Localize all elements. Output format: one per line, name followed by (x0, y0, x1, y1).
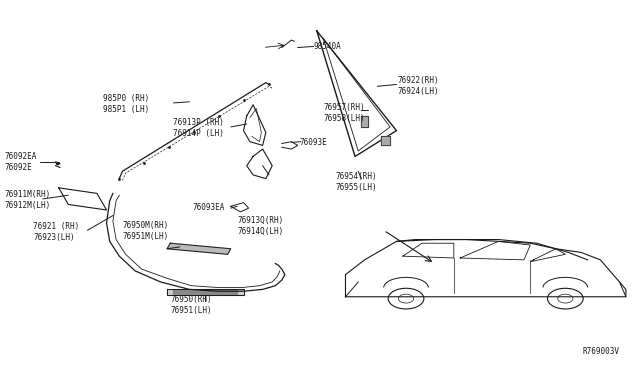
Text: 76913Q(RH)
76914Q(LH): 76913Q(RH) 76914Q(LH) (237, 216, 284, 236)
Text: 76950M(RH)
76951M(LH): 76950M(RH) 76951M(LH) (122, 221, 169, 241)
Text: 76922(RH)
76924(LH): 76922(RH) 76924(LH) (397, 76, 440, 96)
Polygon shape (167, 243, 231, 254)
Text: R769003V: R769003V (582, 347, 620, 356)
Polygon shape (173, 291, 237, 294)
Text: 76950(RH)
76951(LH): 76950(RH) 76951(LH) (170, 295, 212, 315)
Text: 76093E: 76093E (300, 138, 327, 147)
Text: 76093EA: 76093EA (193, 203, 225, 212)
Polygon shape (167, 289, 244, 295)
Text: 985P0 (RH)
985P1 (LH): 985P0 (RH) 985P1 (LH) (103, 94, 150, 114)
Text: 76921 (RH)
76923(LH): 76921 (RH) 76923(LH) (33, 222, 79, 242)
Polygon shape (381, 136, 390, 145)
Text: 76957(RH)
76958(LH): 76957(RH) 76958(LH) (323, 103, 365, 123)
Text: 76913P (RH)
76914P (LH): 76913P (RH) 76914P (LH) (173, 118, 224, 138)
Polygon shape (362, 116, 368, 127)
Text: 98540A: 98540A (314, 42, 341, 51)
Text: 76092EA
76092E: 76092EA 76092E (4, 152, 37, 172)
Text: 76954(RH)
76955(LH): 76954(RH) 76955(LH) (336, 171, 378, 192)
Text: 76911M(RH)
76912M(LH): 76911M(RH) 76912M(LH) (4, 190, 51, 210)
